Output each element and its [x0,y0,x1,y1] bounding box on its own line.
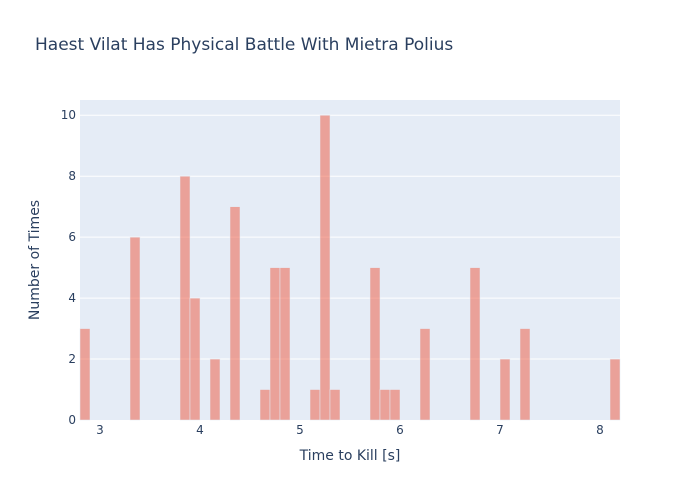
histogram-bar [189,297,201,421]
y-tick-label: 6 [68,230,76,244]
histogram-bar [389,389,401,421]
x-tick-label: 6 [396,423,404,437]
histogram-bar [499,358,511,421]
histogram-bar [469,267,481,421]
histogram-bar [279,267,291,421]
histogram-bar [419,328,431,421]
histogram-bar [329,389,341,421]
plot-area [80,100,620,420]
histogram-bar [179,175,191,421]
y-tick-label: 10 [61,108,76,122]
y-tick-label: 8 [68,169,76,183]
histogram-bar [379,389,391,421]
histogram-bar [79,328,91,421]
y-tick-label: 4 [68,291,76,305]
bars [79,114,621,421]
x-tick-label: 8 [596,423,604,437]
chart-title: Haest Vilat Has Physical Battle With Mie… [35,35,453,55]
histogram-bar [269,267,281,421]
histogram-bar [209,358,221,421]
histogram-bar [369,267,381,421]
histogram-bar [229,206,241,421]
y-axis-title: Number of Times [27,200,43,320]
histogram-bar [309,389,321,421]
histogram-bar [609,358,621,421]
histogram-bar [519,328,531,421]
y-axis-ticks: 0 2 4 6 8 10 [61,108,76,427]
histogram-bar [259,389,271,421]
x-tick-label: 7 [496,423,504,437]
y-tick-label: 2 [68,352,76,366]
histogram-bar [319,114,331,421]
x-tick-label: 3 [96,423,104,437]
x-tick-label: 4 [196,423,204,437]
x-axis-ticks: 3 4 5 6 7 8 [96,423,604,437]
x-axis-title: Time to Kill [s] [299,448,401,464]
histogram-bar [129,236,141,421]
y-tick-label: 0 [68,413,76,427]
x-tick-label: 5 [296,423,304,437]
